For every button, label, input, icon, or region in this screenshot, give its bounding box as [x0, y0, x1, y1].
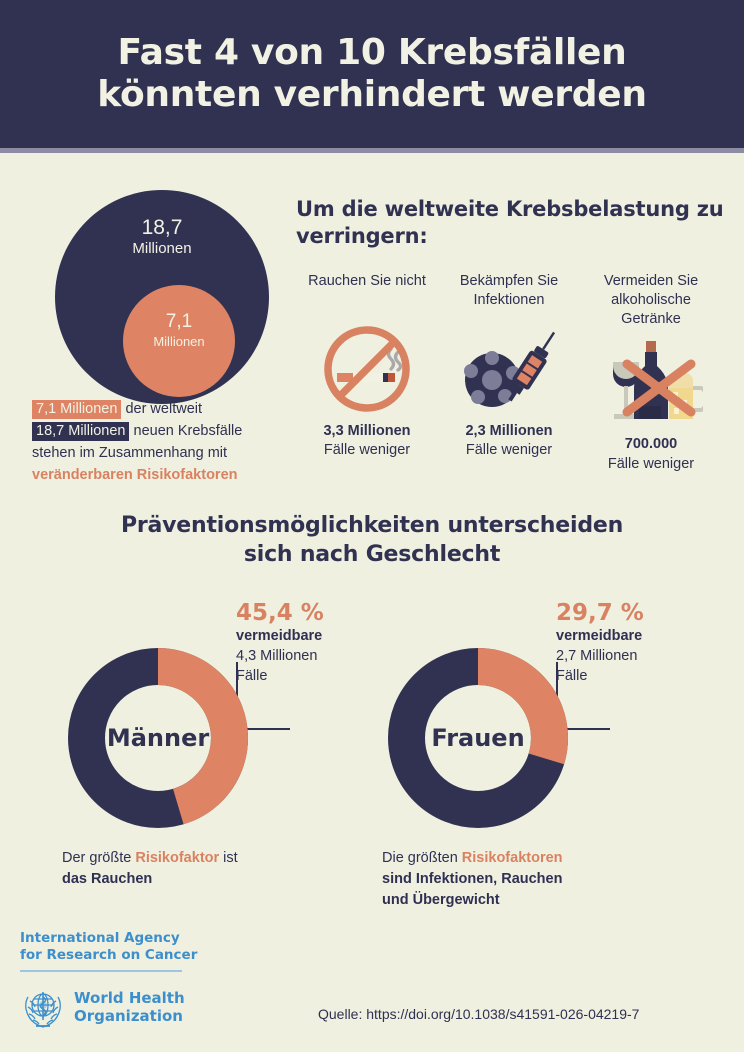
circle-preventable-cases	[123, 285, 235, 397]
header-banner: Fast 4 von 10 Krebsfällen könnten verhin…	[0, 0, 744, 148]
donut-women-foot-pre: Die größten	[382, 850, 462, 866]
donut-women-cases-line1: 2,7 Millionen	[556, 648, 638, 665]
donut-chart-men: 45,4 % vermeidbare 4,3 Millionen Fälle M…	[60, 600, 324, 887]
circle-preventable-label: 7,1 Millionen	[99, 311, 259, 349]
caption-after-navy: neuen Krebsfälle	[129, 423, 243, 440]
donut-women-foot-orange: Risikofaktoren	[461, 850, 563, 866]
circles-caption: 7,1 Millionen der weltweit 18,7 Millione…	[32, 398, 302, 486]
section-two-heading-line2: sich nach Geschlecht	[243, 541, 501, 567]
recommendation-item-no-alcohol: Vermeiden Sie alkoholische Getränke	[580, 272, 722, 474]
recommendation-number: 3,3 Millionen Fälle weniger	[296, 422, 438, 461]
donut-men-foot-pre: Der größte	[62, 850, 136, 866]
recommendation-number: 700.000 Fälle weniger	[580, 435, 722, 474]
donut-chart-women: 29,7 % vermeidbare 2,7 Millionen Fälle F…	[380, 600, 644, 908]
section-two-heading-line1: Präventionsmöglichkeiten unterscheiden	[120, 513, 624, 538]
recommendation-item-no-smoking: Rauchen Sie nicht	[296, 272, 438, 474]
who-logo: World Health Organization	[20, 985, 185, 1031]
section-two-heading: Präventionsmöglichkeiten unterscheiden s…	[72, 512, 672, 569]
no-alcohol-icon	[580, 335, 722, 429]
circle-total-unit: Millionen	[132, 240, 192, 258]
donut-men-footnote: Der größte Risikofaktor ist das Rauchen	[62, 848, 362, 890]
donut-women-foot-line2: sind Infektionen, Rauchen	[382, 871, 563, 888]
donut-women-callout: 29,7 % vermeidbare 2,7 Millionen Fälle	[556, 600, 726, 686]
circle-preventable-unit: Millionen	[153, 333, 205, 349]
recommendation-title: Rauchen Sie nicht	[308, 272, 426, 289]
donut-women-center-label: Frauen	[431, 724, 525, 752]
donut-women-bold-line: vermeidbare	[556, 628, 643, 645]
recommendation-number-value: 2,3 Millionen	[465, 422, 553, 439]
proportional-circles-chart: 18,7 Millionen 7,1 Millionen	[22, 190, 272, 405]
who-emblem-icon	[20, 985, 66, 1031]
no-smoking-icon	[296, 322, 438, 416]
donut-men-foot-orange: Risikofaktor	[135, 850, 220, 866]
page-title: Fast 4 von 10 Krebsfällen könnten verhin…	[97, 31, 647, 117]
donut-men-cases-line1: 4,3 Millionen	[236, 648, 318, 665]
donut-men-bold-line: vermeidbare	[236, 628, 323, 645]
recommendation-number-value: 700.000	[624, 436, 678, 453]
caption-highlight-orange: 7,1 Millionen	[32, 400, 122, 419]
recommendation-number-value: 3,3 Millionen	[323, 422, 411, 439]
recommendation-number-sub: Fälle weniger	[323, 442, 411, 459]
recommendation-title: Bekämpfen Sie Infektionen	[459, 272, 559, 308]
circle-preventable-value: 7,1	[165, 311, 193, 332]
donut-men-foot-line2: das Rauchen	[62, 871, 153, 888]
donut-women-percent: 29,7 %	[556, 600, 644, 626]
caption-line3: stehen im Zusammenhang mit	[32, 445, 228, 462]
caption-highlight-navy: 18,7 Millionen	[32, 422, 130, 442]
donut-women-foot-line3: und Übergewicht	[382, 892, 500, 909]
donut-men-callout: 45,4 % vermeidbare 4,3 Millionen Fälle	[236, 600, 406, 686]
header-underline	[0, 148, 744, 153]
source-citation: Quelle: https://doi.org/10.1038/s41591-0…	[318, 1006, 640, 1022]
who-wordmark: World Health Organization	[74, 989, 185, 1025]
recommendations-heading: Um die weltweite Krebsbelastung zu verri…	[296, 197, 724, 248]
recommendation-title: Vermeiden Sie alkoholische Getränke	[603, 272, 699, 327]
recommendation-number-sub: Fälle weniger	[465, 442, 553, 459]
iarc-line1: International Agency	[20, 930, 180, 946]
recommendation-item-infections: Bekämpfen Sie Infektionen	[438, 272, 580, 474]
donut-women-cases-line2: Fälle	[556, 668, 588, 685]
circle-total-value: 18,7	[141, 216, 183, 239]
donut-women-ring: Frauen	[380, 640, 576, 836]
donut-men-center-label: Männer	[106, 724, 210, 752]
who-line1: World Health	[74, 989, 185, 1008]
donut-men-percent: 45,4 %	[236, 600, 324, 626]
iarc-logo: International Agency for Research on Can…	[20, 930, 200, 972]
circle-total-label: 18,7 Millionen	[82, 215, 242, 258]
donut-men-ring: Männer	[60, 640, 256, 836]
virus-syringe-icon	[438, 322, 580, 416]
iarc-line2: for Research on Cancer	[20, 947, 198, 964]
who-line2: Organization	[74, 1007, 183, 1025]
recommendations-row: Rauchen Sie nicht	[296, 272, 726, 474]
recommendation-number-sub: Fälle weniger	[607, 455, 695, 472]
donut-women-footnote: Die größten Risikofaktoren sind Infektio…	[382, 848, 682, 911]
donut-men-foot-mid: ist	[219, 850, 238, 866]
caption-line4: veränderbaren Risikofaktoren	[32, 467, 238, 484]
recommendations-section: Um die weltweite Krebsbelastung zu verri…	[296, 196, 726, 474]
donut-men-cases-line2: Fälle	[236, 668, 268, 685]
page-title-line2: könnten verhindert werden	[97, 74, 647, 115]
recommendation-number: 2,3 Millionen Fälle weniger	[438, 422, 580, 461]
caption-after-orange: der weltweit	[121, 401, 203, 417]
iarc-divider	[20, 969, 182, 972]
page-title-line1: Fast 4 von 10 Krebsfällen	[117, 31, 627, 73]
